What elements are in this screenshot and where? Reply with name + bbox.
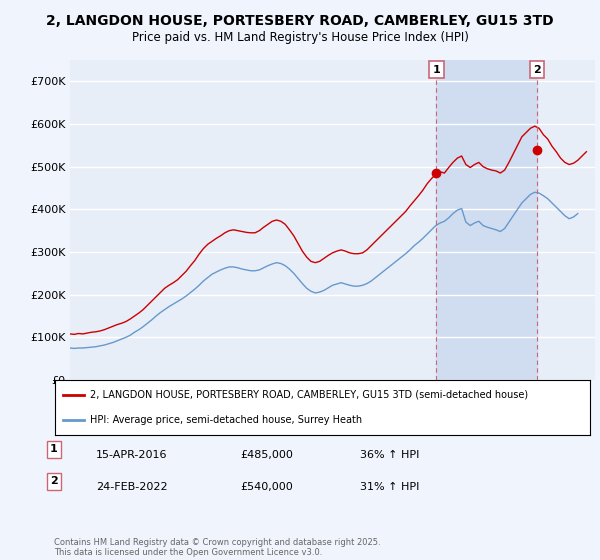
Text: 2: 2 xyxy=(533,65,541,75)
Text: Contains HM Land Registry data © Crown copyright and database right 2025.
This d: Contains HM Land Registry data © Crown c… xyxy=(54,538,380,557)
Text: HPI: Average price, semi-detached house, Surrey Heath: HPI: Average price, semi-detached house,… xyxy=(90,415,362,425)
Text: Price paid vs. HM Land Registry's House Price Index (HPI): Price paid vs. HM Land Registry's House … xyxy=(131,31,469,44)
Bar xyxy=(436,60,537,380)
Text: 2, LANGDON HOUSE, PORTESBERY ROAD, CAMBERLEY, GU15 3TD: 2, LANGDON HOUSE, PORTESBERY ROAD, CAMBE… xyxy=(46,14,554,28)
Text: 2: 2 xyxy=(50,477,58,487)
Text: 15-APR-2016: 15-APR-2016 xyxy=(96,450,167,460)
Text: 2, LANGDON HOUSE, PORTESBERY ROAD, CAMBERLEY, GU15 3TD (semi-detached house): 2, LANGDON HOUSE, PORTESBERY ROAD, CAMBE… xyxy=(90,390,528,400)
Text: 24-FEB-2022: 24-FEB-2022 xyxy=(96,482,167,492)
Text: 36% ↑ HPI: 36% ↑ HPI xyxy=(360,450,419,460)
Text: 1: 1 xyxy=(50,445,58,454)
Text: £485,000: £485,000 xyxy=(240,450,293,460)
Text: 31% ↑ HPI: 31% ↑ HPI xyxy=(360,482,419,492)
Text: £540,000: £540,000 xyxy=(240,482,293,492)
Text: 1: 1 xyxy=(433,65,440,75)
